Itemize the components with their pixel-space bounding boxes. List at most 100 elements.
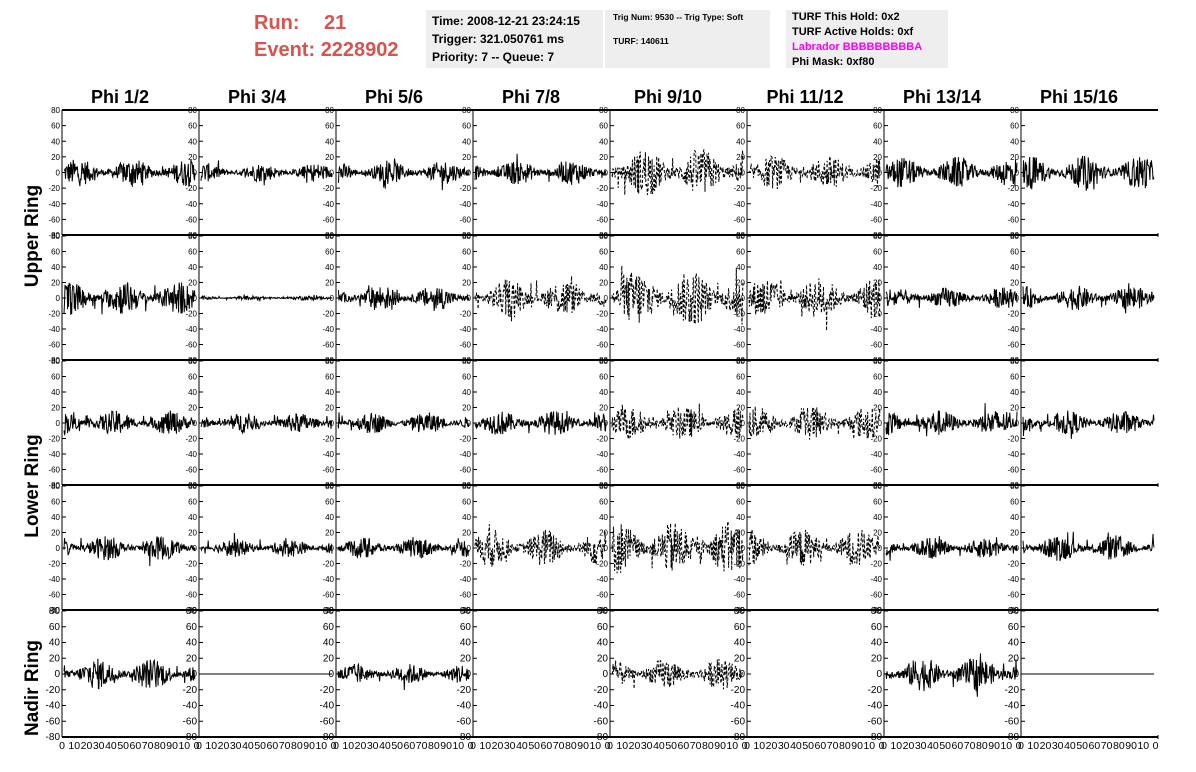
x-tick-label: 10 xyxy=(726,740,738,752)
y-tick-label: 80 xyxy=(462,232,471,241)
y-tick-label: -80 xyxy=(870,606,882,615)
x-tick-label: 10 xyxy=(205,740,217,752)
y-tick-label: -80 xyxy=(185,356,197,365)
y-tick-label: -60 xyxy=(183,716,198,727)
x-tick-label: 0 xyxy=(1016,740,1022,752)
y-tick-label: -20 xyxy=(733,310,745,319)
y-tick-label: 60 xyxy=(51,498,60,507)
y-tick-label: 60 xyxy=(736,373,745,382)
y-tick-label: 80 xyxy=(188,232,197,241)
y-tick-label: -40 xyxy=(322,575,334,584)
y-tick-label: -40 xyxy=(596,575,608,584)
y-tick-label: 80 xyxy=(462,357,471,366)
y-tick-label: -80 xyxy=(733,606,745,615)
y-tick-label: 20 xyxy=(186,653,198,664)
waveform-trace xyxy=(474,410,607,435)
y-tick-label: -80 xyxy=(733,231,745,240)
y-tick-label: -80 xyxy=(185,231,197,240)
y-tick-label: 80 xyxy=(736,106,745,115)
y-tick-label: 0 xyxy=(467,544,472,553)
y-tick-label: -20 xyxy=(870,435,882,444)
y-tick-label: -40 xyxy=(1007,575,1019,584)
y-tick-label: -80 xyxy=(48,481,60,490)
y-tick-label: -80 xyxy=(868,732,883,743)
phi-header-1: Phi 1/2 xyxy=(90,87,150,107)
waveform-trace xyxy=(474,524,607,567)
y-tick-label: 20 xyxy=(599,529,608,538)
x-tick-label: 10 xyxy=(479,740,491,752)
y-tick-label: 0 xyxy=(878,419,883,428)
x-tick-label: 40 xyxy=(1064,740,1076,752)
y-tick-label: 80 xyxy=(325,106,334,115)
y-tick-label: 80 xyxy=(599,482,608,491)
y-tick-label: 0 xyxy=(465,669,471,680)
y-tick-label: 80 xyxy=(873,232,882,241)
y-tick-label: -60 xyxy=(459,215,471,224)
waveform-trace xyxy=(200,160,333,186)
x-tick-label: 30 xyxy=(778,740,790,752)
waveform-trace xyxy=(1022,155,1155,191)
y-tick-label: 0 xyxy=(193,169,198,178)
y-tick-label: 80 xyxy=(597,606,609,617)
y-tick-label: -20 xyxy=(596,560,608,569)
y-tick-label: 20 xyxy=(599,153,608,162)
y-tick-label: 20 xyxy=(325,153,334,162)
y-tick-label: -20 xyxy=(185,184,197,193)
y-tick-label: 60 xyxy=(734,622,746,633)
waveform-trace xyxy=(337,662,470,691)
x-tick-label: 80 xyxy=(839,740,851,752)
y-tick-label: -80 xyxy=(459,481,471,490)
y-tick-label: -40 xyxy=(322,325,334,334)
y-tick-label: 0 xyxy=(1015,169,1020,178)
x-tick-label: 10 xyxy=(753,740,765,752)
y-tick-label: 0 xyxy=(878,544,883,553)
y-tick-label: 60 xyxy=(460,622,472,633)
waveform-trace xyxy=(474,276,607,322)
x-tick-label: 10 xyxy=(890,740,902,752)
y-tick-label: -60 xyxy=(594,716,609,727)
y-tick-label: -80 xyxy=(1007,481,1019,490)
waveform-trace xyxy=(200,413,333,435)
y-tick-label: 80 xyxy=(188,482,197,491)
y-tick-label: -40 xyxy=(731,701,746,712)
x-tick-label: 0 xyxy=(1018,740,1024,752)
priority-text: Priority: 7 -- Queue: 7 xyxy=(432,50,555,64)
y-tick-label: -40 xyxy=(48,200,60,209)
x-tick-label: 40 xyxy=(927,740,939,752)
x-tick-label: 70 xyxy=(553,740,565,752)
y-tick-label: 40 xyxy=(873,137,882,146)
y-tick-label: -20 xyxy=(870,310,882,319)
y-tick-label: 60 xyxy=(873,122,882,131)
y-tick-label: 40 xyxy=(736,513,745,522)
y-tick-label: 60 xyxy=(325,373,334,382)
y-tick-label: 20 xyxy=(462,153,471,162)
y-tick-label: 80 xyxy=(1010,106,1019,115)
y-tick-label: -20 xyxy=(594,685,609,696)
x-tick-label: 0 xyxy=(196,740,202,752)
y-tick-label: -40 xyxy=(596,450,608,459)
x-tick-label: 30 xyxy=(1052,740,1064,752)
y-tick-label: -20 xyxy=(185,310,197,319)
y-tick-label: 0 xyxy=(604,419,609,428)
x-tick-label: 50 xyxy=(939,740,951,752)
waveform-trace xyxy=(885,287,1018,308)
phi-header-5: Phi 9/10 xyxy=(633,87,703,107)
x-tick-label: 90 xyxy=(440,740,452,752)
y-tick-label: 0 xyxy=(56,419,61,428)
y-tick-label: -40 xyxy=(183,701,198,712)
y-tick-label: 20 xyxy=(736,279,745,288)
y-tick-label: 40 xyxy=(599,137,608,146)
y-tick-label: -40 xyxy=(733,325,745,334)
y-tick-label: -40 xyxy=(733,450,745,459)
y-tick-label: 80 xyxy=(873,482,882,491)
waveform-trace xyxy=(748,406,881,440)
y-tick-label: -40 xyxy=(733,200,745,209)
y-tick-label: -80 xyxy=(322,356,334,365)
y-tick-label: 40 xyxy=(734,638,746,649)
y-tick-label: -60 xyxy=(1007,591,1019,600)
waveform-trace xyxy=(63,658,196,690)
y-tick-label: -20 xyxy=(48,310,60,319)
y-tick-label: 20 xyxy=(188,404,197,413)
trig-num-text: Trig Num: 9530 -- Trig Type: Soft xyxy=(613,12,744,22)
y-tick-label: 40 xyxy=(462,513,471,522)
